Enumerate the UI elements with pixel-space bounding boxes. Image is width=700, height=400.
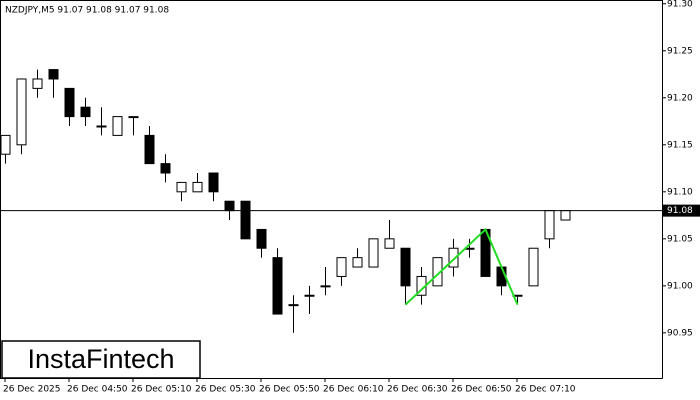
candle-body bbox=[32, 78, 43, 89]
y-tick-label: 91.20 bbox=[667, 93, 693, 103]
candle-body bbox=[0, 134, 11, 155]
x-tick-label: 26 Dec 05:50 bbox=[259, 385, 320, 395]
candle-body bbox=[272, 257, 283, 315]
last-price-label: 91.08 bbox=[667, 206, 693, 216]
candle-body bbox=[240, 200, 251, 240]
x-tick-label: 26 Dec 2025 bbox=[3, 385, 61, 395]
pattern-line bbox=[404, 227, 519, 306]
candle-body bbox=[320, 285, 331, 288]
y-tick-label: 91.25 bbox=[667, 46, 693, 56]
x-tick-label: 26 Dec 06:50 bbox=[451, 385, 512, 395]
header: NZDJPY,M5 91.07 91.08 91.07 91.08 bbox=[5, 6, 169, 16]
y-tick-label: 91.05 bbox=[667, 234, 693, 244]
x-tick-label: 26 Dec 04:50 bbox=[67, 385, 128, 395]
x-tick-label: 26 Dec 05:10 bbox=[131, 385, 192, 395]
candle-body bbox=[128, 116, 139, 119]
x-tick-label: 26 Dec 05:30 bbox=[195, 385, 256, 395]
candle-body bbox=[112, 116, 123, 136]
candle-body bbox=[368, 238, 379, 268]
y-tick-label: 91.30 bbox=[667, 0, 693, 9]
watermark-box bbox=[1, 340, 201, 379]
candle-body bbox=[304, 294, 315, 297]
candle-body bbox=[256, 228, 267, 249]
y-tick-label: 91.00 bbox=[667, 281, 693, 291]
candle-body bbox=[288, 304, 299, 307]
candle-body bbox=[560, 210, 571, 221]
last-price-box bbox=[663, 204, 700, 217]
candle-body bbox=[176, 181, 187, 193]
candle-body bbox=[224, 200, 235, 212]
candle-body bbox=[448, 247, 459, 268]
candle-body bbox=[80, 106, 91, 118]
candle-body bbox=[64, 87, 75, 118]
candle-body bbox=[96, 125, 107, 128]
candle-body bbox=[384, 238, 395, 249]
y-tick-label: 90.95 bbox=[667, 328, 693, 338]
candle-body bbox=[528, 247, 539, 287]
candle-body bbox=[192, 181, 203, 193]
y-tick-label: 91.10 bbox=[667, 187, 693, 197]
candle-body bbox=[432, 257, 443, 287]
y-tick-label: 91.15 bbox=[667, 140, 693, 150]
candle-body bbox=[400, 247, 411, 287]
candle-body bbox=[352, 257, 363, 268]
candle-body bbox=[48, 69, 59, 80]
candle-body bbox=[16, 78, 27, 146]
candle-body bbox=[336, 257, 347, 277]
candle-body bbox=[208, 172, 219, 193]
candle-body bbox=[544, 210, 555, 240]
candle-body bbox=[160, 163, 171, 174]
x-tick-label: 26 Dec 06:10 bbox=[323, 385, 384, 395]
candle-body bbox=[144, 134, 155, 165]
x-tick-label: 26 Dec 07:10 bbox=[515, 385, 576, 395]
x-tick-label: 26 Dec 06:30 bbox=[387, 385, 448, 395]
watermark: InstaFintech bbox=[27, 344, 174, 374]
